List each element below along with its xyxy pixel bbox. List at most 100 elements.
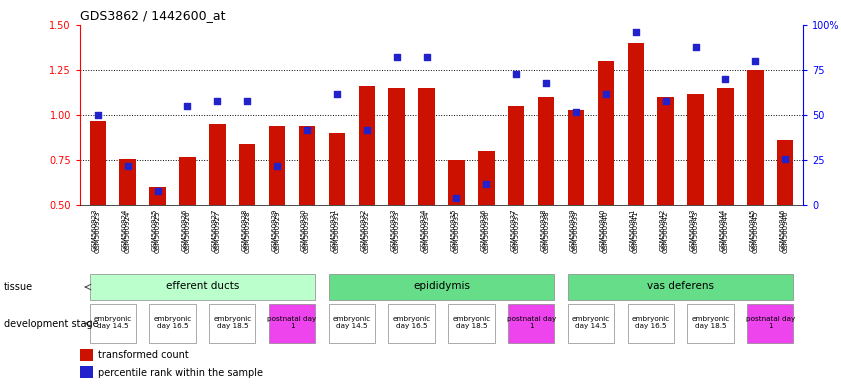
Bar	[90, 304, 136, 343]
Text: embryonic
day 18.5: embryonic day 18.5	[691, 316, 730, 329]
Text: embryonic
day 16.5: embryonic day 16.5	[153, 316, 192, 329]
Bar	[389, 304, 435, 343]
Text: development stage: development stage	[4, 318, 99, 329]
Text: GSM560927: GSM560927	[214, 211, 220, 253]
Point	[91, 112, 104, 118]
Point	[599, 91, 612, 97]
Point	[210, 98, 224, 104]
Point	[271, 163, 284, 169]
Point	[420, 55, 433, 61]
Text: GSM560934: GSM560934	[420, 209, 426, 251]
Text: GSM560927: GSM560927	[211, 209, 217, 251]
Text: GSM560939: GSM560939	[573, 211, 579, 253]
Text: GSM560944: GSM560944	[722, 211, 728, 253]
Bar	[627, 304, 674, 343]
Text: GSM560931: GSM560931	[331, 209, 337, 252]
Bar	[747, 70, 764, 205]
Text: postnatal day
1: postnatal day 1	[506, 316, 556, 329]
Bar	[479, 151, 495, 205]
Text: GSM560926: GSM560926	[182, 209, 188, 251]
Text: GSM560929: GSM560929	[274, 211, 280, 253]
Text: GSM560934: GSM560934	[424, 211, 430, 253]
Text: GSM560929: GSM560929	[271, 209, 278, 251]
Bar	[568, 304, 614, 343]
Bar	[90, 274, 315, 300]
Text: GSM560941: GSM560941	[632, 211, 639, 253]
Point	[181, 103, 194, 109]
Point	[629, 29, 643, 35]
Text: GSM560933: GSM560933	[391, 209, 397, 252]
Bar	[209, 304, 256, 343]
Point	[659, 98, 673, 104]
Bar	[448, 161, 465, 205]
Text: GSM560923: GSM560923	[95, 211, 101, 253]
Bar	[508, 106, 525, 205]
Bar	[658, 97, 674, 205]
Point	[241, 98, 254, 104]
Text: GSM560939: GSM560939	[570, 209, 576, 252]
Text: GSM560943: GSM560943	[690, 209, 696, 251]
Text: GSM560930: GSM560930	[301, 209, 307, 252]
Text: GSM560928: GSM560928	[241, 209, 247, 251]
Text: GDS3862 / 1442600_at: GDS3862 / 1442600_at	[80, 9, 225, 22]
Bar	[418, 88, 435, 205]
Text: GSM560936: GSM560936	[484, 211, 489, 253]
Point	[719, 76, 733, 82]
Text: GSM560938: GSM560938	[540, 209, 546, 252]
Bar	[299, 126, 315, 205]
Bar	[448, 304, 495, 343]
Text: GSM560925: GSM560925	[155, 211, 161, 253]
Text: GSM560940: GSM560940	[600, 209, 606, 251]
Point	[331, 91, 344, 97]
Bar	[687, 304, 733, 343]
Text: GSM560942: GSM560942	[663, 211, 669, 253]
Text: GSM560933: GSM560933	[394, 211, 399, 253]
Bar	[568, 110, 584, 205]
Text: efferent ducts: efferent ducts	[166, 281, 239, 291]
Text: GSM560930: GSM560930	[304, 211, 310, 253]
Point	[748, 58, 762, 64]
Text: GSM560938: GSM560938	[543, 211, 549, 253]
Bar	[568, 274, 793, 300]
Text: embryonic
day 16.5: embryonic day 16.5	[632, 316, 670, 329]
Point	[510, 71, 523, 77]
Text: GSM560943: GSM560943	[692, 211, 699, 253]
Text: vas deferens: vas deferens	[647, 281, 714, 291]
Bar	[209, 124, 225, 205]
Text: GSM560937: GSM560937	[513, 211, 519, 253]
Point	[300, 127, 314, 133]
Bar	[717, 88, 733, 205]
Text: embryonic
day 14.5: embryonic day 14.5	[93, 316, 132, 329]
Text: GSM560946: GSM560946	[780, 209, 785, 251]
Text: GSM560932: GSM560932	[361, 209, 367, 251]
Bar	[687, 94, 704, 205]
Point	[360, 127, 373, 133]
Text: GSM560932: GSM560932	[364, 211, 370, 253]
Bar	[389, 88, 405, 205]
Bar	[150, 304, 196, 343]
Point	[779, 156, 792, 162]
Point	[151, 188, 164, 194]
Text: GSM560946: GSM560946	[782, 211, 788, 253]
Text: GSM560944: GSM560944	[719, 209, 726, 251]
Text: embryonic
day 16.5: embryonic day 16.5	[393, 316, 431, 329]
Bar	[329, 304, 375, 343]
Point	[539, 79, 553, 86]
Point	[689, 43, 702, 50]
Text: GSM560942: GSM560942	[659, 209, 666, 251]
Text: GSM560924: GSM560924	[122, 209, 128, 251]
Point	[450, 195, 463, 201]
Text: GSM560935: GSM560935	[451, 209, 457, 251]
Text: postnatal day
1: postnatal day 1	[746, 316, 795, 329]
Bar	[80, 366, 93, 379]
Bar	[90, 121, 106, 205]
Text: GSM560945: GSM560945	[753, 211, 759, 253]
Text: GSM560935: GSM560935	[453, 211, 459, 253]
Bar	[179, 157, 196, 205]
Bar	[329, 274, 554, 300]
Text: GSM560937: GSM560937	[510, 209, 516, 252]
Point	[479, 181, 493, 187]
Point	[390, 55, 404, 61]
Text: embryonic
day 14.5: embryonic day 14.5	[572, 316, 610, 329]
Text: GSM560945: GSM560945	[749, 209, 755, 251]
